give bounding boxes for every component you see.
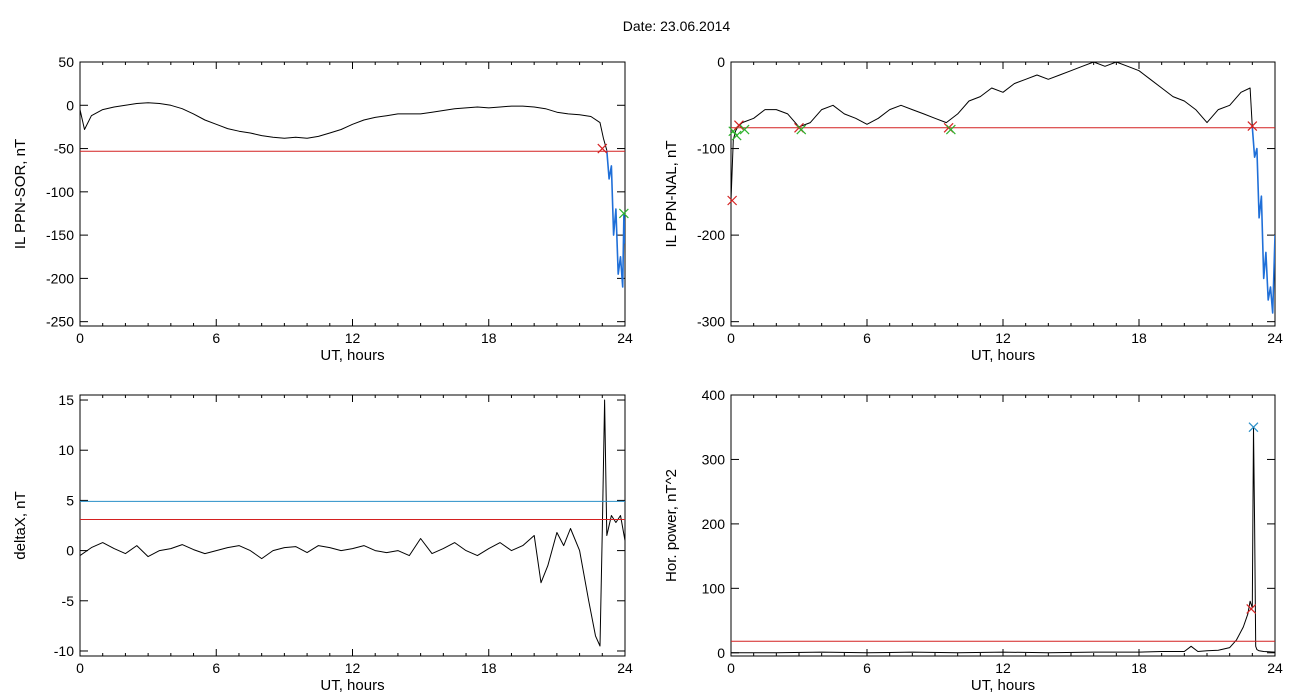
y-tick-label: -100 xyxy=(697,141,725,157)
y-tick-label: 0 xyxy=(66,543,74,559)
page-title: Date: 23.06.2014 xyxy=(622,18,731,34)
marker-cross xyxy=(796,124,807,135)
marker-cross xyxy=(1248,422,1259,433)
plot-frame xyxy=(730,394,1276,657)
marker-stroke xyxy=(597,143,608,154)
y-tick-label: 200 xyxy=(702,516,726,532)
marker-stroke xyxy=(1246,604,1257,614)
y-tick-label: 0 xyxy=(717,54,725,70)
marker-stroke xyxy=(727,195,738,206)
marker-stroke xyxy=(1247,121,1258,131)
marker-cross xyxy=(597,143,608,154)
x-tick-label: 12 xyxy=(345,330,361,346)
x-axis-label: UT, hours xyxy=(320,677,384,694)
plot-frame xyxy=(730,61,1276,327)
data-series-line xyxy=(80,399,625,647)
y-tick-label: -250 xyxy=(46,314,74,330)
x-tick-label: 12 xyxy=(345,660,361,676)
x-axis-label: UT, hours xyxy=(320,347,384,364)
y-tick-label: -300 xyxy=(697,314,725,330)
y-tick-label: -150 xyxy=(46,227,74,243)
y-tick-label: 400 xyxy=(702,387,726,403)
storm-segment-line xyxy=(1251,126,1275,314)
x-tick-label: 24 xyxy=(617,330,633,346)
marker-cross xyxy=(945,124,956,135)
storm-segment-line xyxy=(606,150,625,288)
marker-cross xyxy=(727,195,738,206)
x-tick-label: 6 xyxy=(212,660,220,676)
x-tick-label: 0 xyxy=(727,660,735,676)
y-tick-label: 5 xyxy=(66,492,74,508)
y-tick-label: -200 xyxy=(697,227,725,243)
x-tick-label: 24 xyxy=(617,660,633,676)
plot-area xyxy=(731,426,1275,654)
marker-cross xyxy=(739,124,750,135)
marker-stroke xyxy=(945,124,956,135)
y-axis-label: IL PPN-NAL, nT xyxy=(663,141,680,248)
y-tick-label: 10 xyxy=(58,442,74,458)
x-axis-label: UT, hours xyxy=(971,347,1035,364)
marker-cross xyxy=(1247,121,1258,131)
x-tick-label: 18 xyxy=(481,330,497,346)
y-tick-label: -200 xyxy=(46,270,74,286)
y-tick-label: 100 xyxy=(702,580,726,596)
data-series-line xyxy=(731,426,1275,654)
x-tick-label: 12 xyxy=(995,660,1011,676)
y-axis-label: IL PPN-SOR, nT xyxy=(12,139,29,249)
x-tick-label: 6 xyxy=(863,660,871,676)
y-tick-label: 50 xyxy=(58,54,74,70)
panel-1: 0 6 12 18 24 50 0 -50 -100 -150 -200 -250 UT, hours I… xyxy=(12,54,633,364)
plot-frame xyxy=(79,61,626,327)
plot-area xyxy=(80,399,625,647)
marker-stroke xyxy=(734,120,744,131)
y-tick-label: -50 xyxy=(54,141,74,157)
y-tick-label: 0 xyxy=(66,97,74,113)
x-tick-label: 24 xyxy=(1267,660,1283,676)
y-tick-label: -10 xyxy=(54,643,74,659)
x-tick-label: 18 xyxy=(481,660,497,676)
plot-frame xyxy=(79,394,626,657)
y-tick-label: -100 xyxy=(46,184,74,200)
x-tick-label: 18 xyxy=(1131,330,1147,346)
x-axis-label: UT, hours xyxy=(971,677,1035,694)
marker-stroke xyxy=(1248,422,1259,433)
x-tick-label: 24 xyxy=(1267,330,1283,346)
y-tick-label: 15 xyxy=(58,392,74,408)
x-tick-label: 6 xyxy=(212,330,220,346)
x-tick-label: 12 xyxy=(995,330,1011,346)
plot-area xyxy=(80,102,625,288)
marker-cross xyxy=(734,120,744,131)
panel-3: 0 6 12 18 24 15 10 5 0 -5 -10 UT, hours deltaX, nT xyxy=(12,392,633,694)
plot-area xyxy=(731,62,1275,314)
x-tick-label: 0 xyxy=(76,330,84,346)
x-tick-label: 18 xyxy=(1131,660,1147,676)
data-series-line xyxy=(731,62,1253,201)
y-axis-label: Hor. power, nT^2 xyxy=(663,469,680,582)
marker-cross xyxy=(1246,604,1257,614)
marker-stroke xyxy=(739,124,750,135)
y-tick-label: 0 xyxy=(717,645,725,661)
marker-stroke xyxy=(731,130,742,141)
panel-2: 0 6 12 18 24 0 -100 -200 -300 UT, hours IL PPN-NAL… xyxy=(663,54,1283,364)
x-tick-label: 0 xyxy=(727,330,735,346)
y-tick-label: 300 xyxy=(702,451,726,467)
marker-stroke xyxy=(618,208,629,219)
y-tick-label: -5 xyxy=(62,593,75,609)
y-axis-label: deltaX, nT xyxy=(12,491,29,559)
marker-cross xyxy=(731,130,742,141)
panel-4: 0 6 12 18 24 400 300 200 100 0 UT, hours Hor. power… xyxy=(663,387,1283,694)
x-tick-label: 0 xyxy=(76,660,84,676)
marker-cross xyxy=(618,208,629,219)
marker-stroke xyxy=(796,124,807,135)
x-tick-label: 6 xyxy=(863,330,871,346)
data-series-line xyxy=(80,102,608,151)
